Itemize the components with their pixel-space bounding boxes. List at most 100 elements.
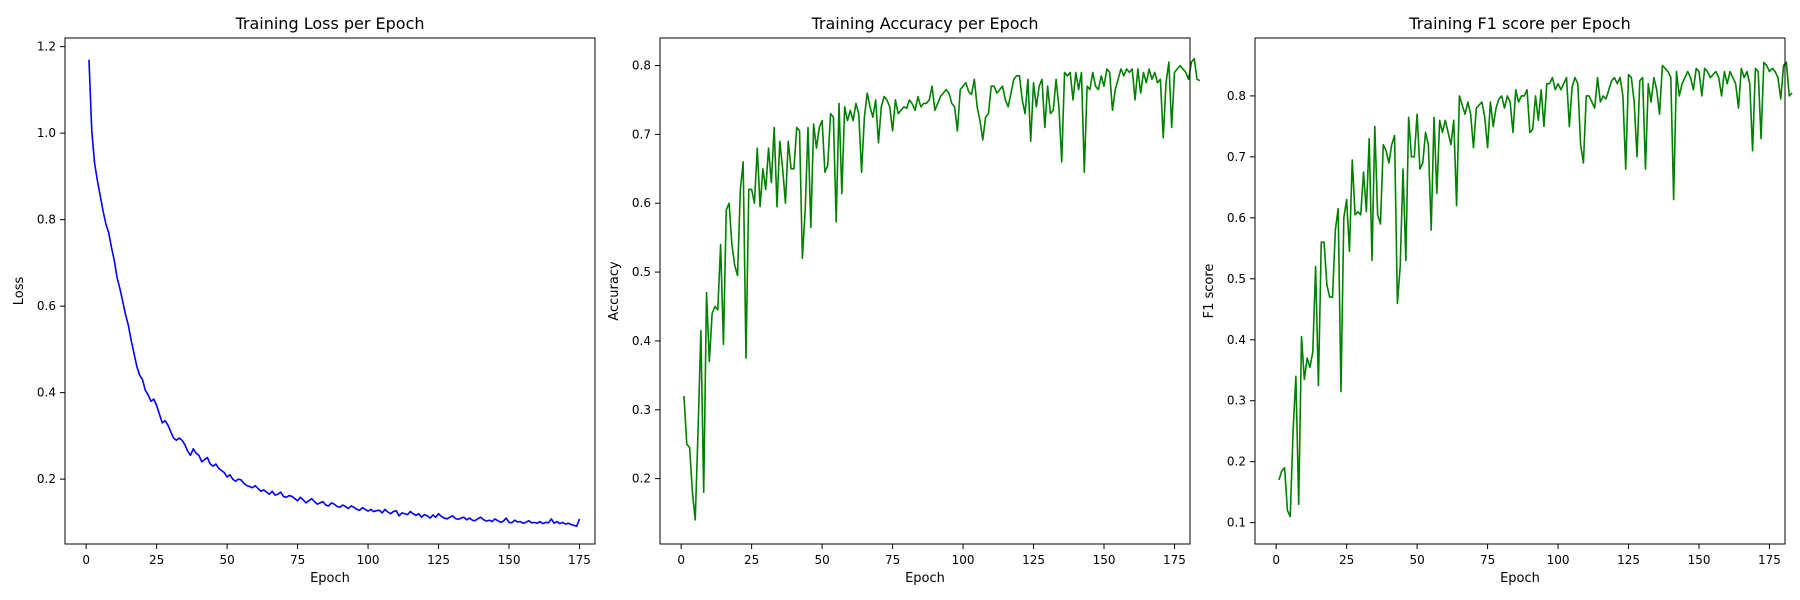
accuracy-point [1126,68,1128,70]
accuracy-point [1036,106,1038,108]
accuracy-point [937,103,939,105]
x-tick-label: 175 [568,553,591,567]
f1-point [1478,104,1480,106]
accuracy-point [996,92,998,94]
x-tick-label: 0 [82,553,90,567]
loss-point [466,519,468,521]
loss-point [384,509,386,511]
loss-point [187,450,189,452]
f1-point [1444,120,1446,122]
accuracy-point [1021,99,1023,101]
loss-point [269,493,271,495]
f1-point [1763,62,1765,64]
y-tick-label: 0.8 [632,59,651,73]
accuracy-point [931,85,933,87]
f1-point [1335,229,1337,231]
loss-point [136,366,138,368]
y-tick-label: 0.8 [37,213,56,227]
loss-point [390,513,392,515]
f1-point [1749,83,1751,85]
accuracy-point [742,161,744,163]
f1-point [1611,80,1613,82]
loss-point [156,405,158,407]
loss-point [277,493,279,495]
loss-point [483,519,485,521]
y-tick-label: 0.7 [1227,150,1246,164]
accuracy-point [737,275,739,277]
accuracy-point [948,92,950,94]
loss-point [322,501,324,503]
accuracy-point [813,123,815,125]
loss-point [91,130,93,132]
f1-point [1453,120,1455,122]
f1-point [1306,357,1308,359]
accuracy-point [976,106,978,108]
f1-point [1757,71,1759,73]
f1-point [1760,138,1762,140]
accuracy-point [1041,79,1043,81]
accuracy-point [1100,75,1102,77]
f1-point [1464,113,1466,115]
loss-point [283,496,285,498]
accuracy-point [768,147,770,149]
loss-point [207,457,209,459]
accuracy-point [1196,79,1198,81]
f1-point [1597,77,1599,79]
loss-point [319,502,321,504]
f1-point [1388,162,1390,164]
accuracy-point [1160,79,1162,81]
accuracy-point [1010,92,1012,94]
loss-point [325,504,327,506]
f1-point [1718,77,1720,79]
accuracy-point [881,106,883,108]
series-points [683,58,1201,521]
loss-point [288,495,290,497]
f1-point [1408,116,1410,118]
x-tick-label: 175 [1758,553,1781,567]
loss-point [305,502,307,504]
f1-point [1704,68,1706,70]
accuracy-point [957,130,959,132]
f1-point [1653,77,1655,79]
accuracy-point [773,127,775,129]
loss-point [128,325,130,327]
loss-point [531,522,533,524]
loss-point [424,514,426,516]
f1-point [1366,211,1368,213]
accuracy-point [954,106,956,108]
f1-point [1693,89,1695,91]
f1-point [1284,467,1286,469]
x-axis-label: Epoch [905,571,945,586]
accuracy-point [1162,137,1164,139]
loss-point [153,398,155,400]
f1-point [1326,284,1328,286]
accuracy-point [971,94,973,96]
accuracy-point [1134,99,1136,101]
loss-point [215,463,217,465]
y-tick-label: 0.5 [1227,272,1246,286]
y-tick-label: 0.4 [632,334,651,348]
accuracy-point [979,120,981,122]
f1-point [1385,150,1387,152]
loss-point [201,461,203,463]
y-tick-label: 0.5 [632,265,651,279]
f1-point [1467,101,1469,103]
loss-point [291,496,293,498]
accuracy-point [1050,113,1052,115]
f1-point [1456,205,1458,207]
accuracy-point [1157,82,1159,84]
f1-point [1461,104,1463,106]
f1-point [1566,77,1568,79]
f1-point [1628,74,1630,76]
accuracy-point [1129,72,1131,74]
f1-point [1312,351,1314,353]
accuracy-point [723,344,725,346]
f1-point [1678,95,1680,97]
f1-point [1535,95,1537,97]
y-tick-label: 0.2 [37,472,56,486]
loss-point [94,163,96,165]
f1-point [1332,296,1334,298]
accuracy-point [864,116,866,118]
x-tick-label: 50 [1409,553,1424,567]
f1-point [1382,144,1384,146]
